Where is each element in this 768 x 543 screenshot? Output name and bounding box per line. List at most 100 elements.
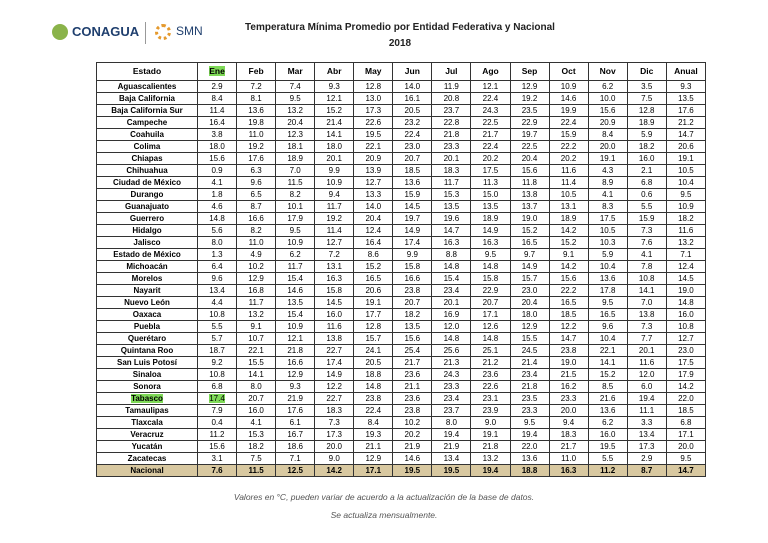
- cell-text: 21.8: [443, 130, 460, 139]
- cell-text: 15.8: [482, 274, 499, 283]
- cell-text: 19.7: [404, 214, 421, 223]
- table-cell: 15.2: [314, 104, 355, 117]
- cell-text: 13.3: [365, 190, 382, 199]
- cell-text: 9.6: [250, 178, 262, 187]
- cell-text: 15.7: [521, 274, 538, 283]
- title: Temperatura Mínima Promedio por Entidad …: [245, 22, 555, 33]
- table-cell: 7.0: [275, 164, 316, 177]
- cell-text: Ago: [482, 66, 499, 76]
- table-cell: 10.2: [236, 260, 277, 273]
- table-cell: 8.4: [196, 92, 238, 105]
- table-cell: 11.5: [236, 464, 277, 477]
- cell-text: 21.1: [365, 442, 382, 451]
- table-row: Nacional 7.6 11.5 12.5 14.2 17.1 19.5 19.5 19.4 1…: [96, 464, 707, 477]
- table-cell: 23.5: [509, 104, 550, 117]
- cell-text: 16.3: [560, 466, 577, 475]
- cell-text: 9.2: [211, 358, 223, 367]
- cell-text: Oaxaca: [132, 310, 162, 319]
- table-cell: 16.1: [392, 92, 433, 105]
- table-cell: 23.3: [431, 380, 472, 393]
- cell-text: 14.9: [404, 226, 421, 235]
- table-cell: 7.1: [275, 452, 316, 465]
- cell-text: 14.5: [326, 298, 342, 307]
- cell-text: 11.5: [248, 466, 264, 475]
- cell-text: 13.5: [404, 322, 421, 331]
- cell-text: 9.3: [680, 82, 692, 91]
- table-cell: 18.2: [236, 440, 277, 453]
- cell-text: 17.6: [248, 154, 264, 163]
- table-cell: 9.3: [314, 80, 355, 93]
- cell-text: 20.0: [326, 442, 342, 451]
- cell-text: 8.0: [211, 238, 223, 247]
- cell-text: 17.1: [482, 310, 499, 319]
- cell-text: 9.0: [484, 418, 497, 427]
- cell-text: 11.8: [522, 178, 538, 187]
- cell-text: 16.8: [248, 286, 264, 295]
- table-cell: 18.2: [665, 212, 707, 225]
- table-cell: 7.6: [626, 236, 667, 249]
- cell-text: 18.2: [404, 310, 421, 319]
- table-cell: 23.0: [665, 344, 707, 357]
- table-cell: 21.4: [509, 356, 550, 369]
- note: Se actualiza mensualmente.: [330, 510, 438, 520]
- table-cell: 9.5: [587, 296, 628, 309]
- cell-text: 20.9: [599, 118, 616, 127]
- table-cell: 6.2: [587, 80, 628, 93]
- table-cell: 20.6: [353, 284, 394, 297]
- cell-text: 2.9: [641, 454, 653, 463]
- cell-text: 14.2: [326, 466, 342, 475]
- cell-text: 10.3: [599, 238, 616, 247]
- table-cell: 7.0: [626, 296, 667, 309]
- table-cell: 13.4: [196, 284, 238, 297]
- cell-text: 15.7: [365, 334, 382, 343]
- table-cell: 9.5: [275, 92, 316, 105]
- table-cell: 8.0: [431, 416, 472, 429]
- table-cell: 23.8: [353, 392, 394, 405]
- cell-text: 14.0: [404, 82, 421, 91]
- cell-text: 9.0: [328, 454, 340, 463]
- table-cell: 7.4: [275, 80, 316, 93]
- cell-text: 6.3: [250, 166, 262, 175]
- table-row: San Luis Potosí 9.2 15.5 16.6 17.4 20.5 21.7 21…: [96, 356, 707, 369]
- table-cell: 1.3: [196, 248, 238, 261]
- cell-text: 5.9: [602, 250, 614, 259]
- cell-text: 9.5: [680, 190, 692, 199]
- cell-text: 23.7: [443, 106, 460, 115]
- cell-text: 5.5: [211, 322, 223, 331]
- table-cell: 12.9: [275, 368, 316, 381]
- cell-text: 16.1: [404, 94, 421, 103]
- cell-text: 17.6: [678, 106, 694, 115]
- table-cell: 21.2: [665, 116, 707, 129]
- table-cell: 11.0: [548, 452, 589, 465]
- cell-text: 20.8: [443, 94, 460, 103]
- table-cell: 8.0: [236, 380, 277, 393]
- table-cell: 22.1: [236, 344, 277, 357]
- cell-text: 15.4: [287, 274, 303, 283]
- cell-text: 22.9: [521, 118, 538, 127]
- cell-text: 10.1: [287, 202, 303, 211]
- cell-text: 7.8: [641, 262, 653, 271]
- table-cell: 10.5: [587, 224, 628, 237]
- cell-text: 10.9: [287, 238, 303, 247]
- table-cell: 23.4: [431, 284, 472, 297]
- table-cell: 16.7: [275, 428, 316, 441]
- table-cell: 8.7: [236, 200, 277, 213]
- table-cell: 20.6: [665, 140, 707, 153]
- table-row: Sinaloa 10.8 14.1 12.9 14.9 18.8 23.6 24.3 23.6 2…: [96, 368, 707, 381]
- cell-text: 23.3: [443, 142, 460, 151]
- table-cell: 13.2: [236, 308, 277, 321]
- cell-text: 19.1: [482, 430, 499, 439]
- table-cell: 12.1: [275, 332, 316, 345]
- column-header: Jun: [392, 62, 433, 81]
- cell-text: 17.5: [678, 358, 694, 367]
- table-row: Morelos 9.6 12.9 15.4 16.3 16.5 16.6 15.4 15.8 15…: [96, 272, 707, 285]
- cell-text: 6.2: [602, 418, 614, 427]
- table-cell: 12.1: [470, 80, 511, 93]
- table-cell: 12.4: [353, 224, 394, 237]
- cell-text: 6.2: [602, 82, 614, 91]
- table-cell: 16.0: [236, 404, 277, 417]
- table-cell: 21.5: [548, 368, 589, 381]
- table-cell: 15.9: [626, 212, 667, 225]
- cell-text: 9.1: [563, 250, 575, 259]
- cell-text: 21.6: [599, 394, 616, 403]
